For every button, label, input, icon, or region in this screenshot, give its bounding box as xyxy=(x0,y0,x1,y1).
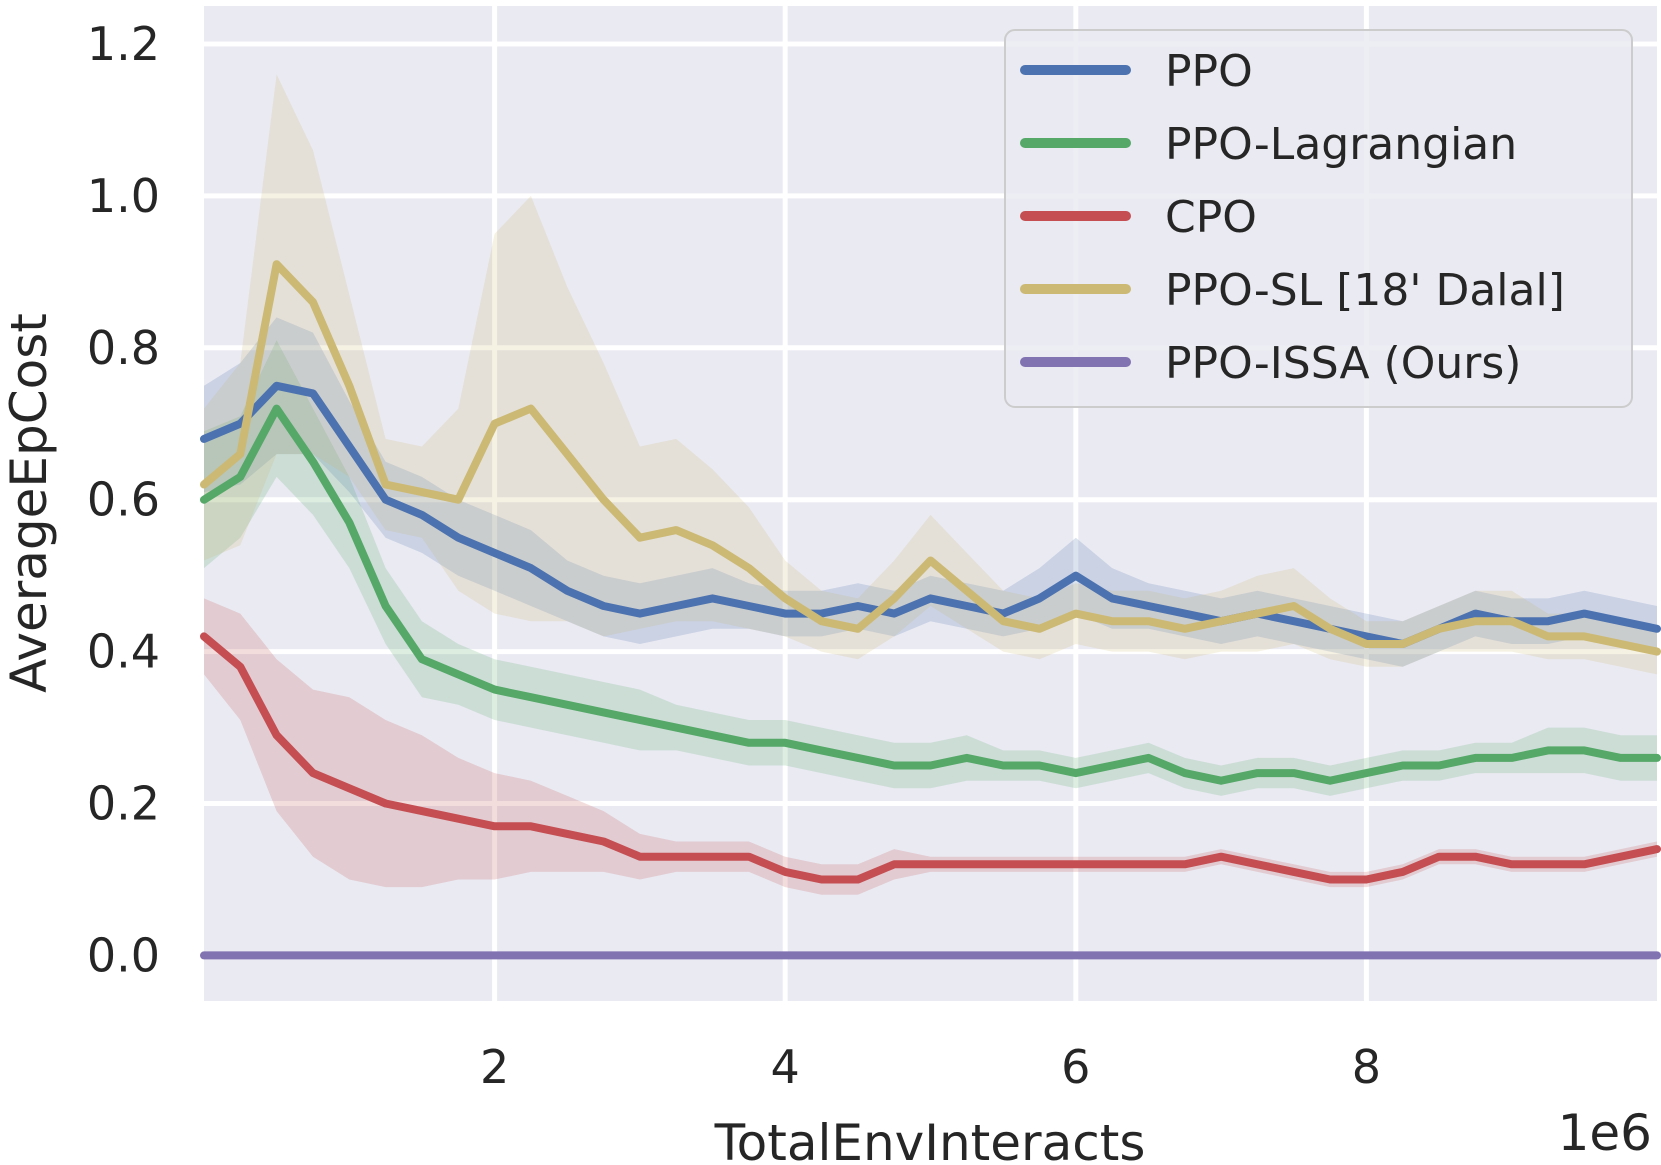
x-tick-label: 6 xyxy=(1061,1040,1090,1094)
line-cpo xyxy=(200,632,1661,884)
tick-labels: 0.0 0.2 0.4 0.6 0.8 1.0 1.2 2 4 6 8 xyxy=(87,17,1381,1094)
y-tick-label: 0.0 xyxy=(87,928,160,982)
band-ppo-lagrangian xyxy=(204,340,1657,796)
legend-frame xyxy=(1004,29,1633,408)
legend-label-ppo: PPO xyxy=(1165,46,1253,97)
y-tick-label: 0.4 xyxy=(87,625,160,679)
y-tick-label: 0.6 xyxy=(87,473,160,527)
band-cpo xyxy=(204,598,1657,895)
legend-label-ppo-sl-18-dalal: PPO-SL [18' Dalal] xyxy=(1165,265,1565,316)
x-tick-label: 4 xyxy=(771,1040,800,1094)
y-tick-label: 1.2 xyxy=(87,17,160,71)
line-ppo-lagrangian xyxy=(200,404,1661,785)
grid xyxy=(204,6,1657,1001)
band-ppo xyxy=(204,317,1657,667)
y-tick-label: 0.8 xyxy=(87,321,160,375)
x-tick-label: 8 xyxy=(1352,1040,1381,1094)
legend-label-ppo-issa-ours: PPO-ISSA (Ours) xyxy=(1165,338,1521,389)
y-tick-label: 0.2 xyxy=(87,777,160,831)
line-ppo-sl-18-dalal xyxy=(200,260,1661,656)
band-ppo-sl-18-dalal xyxy=(204,74,1657,675)
legend-label-ppo-lagrangian: PPO-Lagrangian xyxy=(1165,119,1517,170)
x-tick-label: 2 xyxy=(480,1040,509,1094)
legend: PPO PPO-Lagrangian CPO PPO-SL [18' Dalal] PP… xyxy=(1004,29,1633,408)
error-bands xyxy=(204,74,1657,895)
y-axis-label: AverageEpCost xyxy=(0,313,58,693)
x-axis-label: TotalEnvInteracts xyxy=(714,1114,1146,1165)
y-tick-label: 1.0 xyxy=(87,169,160,223)
series-lines xyxy=(200,260,1661,960)
legend-label-cpo: CPO xyxy=(1165,192,1257,243)
x-axis-multiplier: 1e6 xyxy=(1558,1104,1652,1162)
